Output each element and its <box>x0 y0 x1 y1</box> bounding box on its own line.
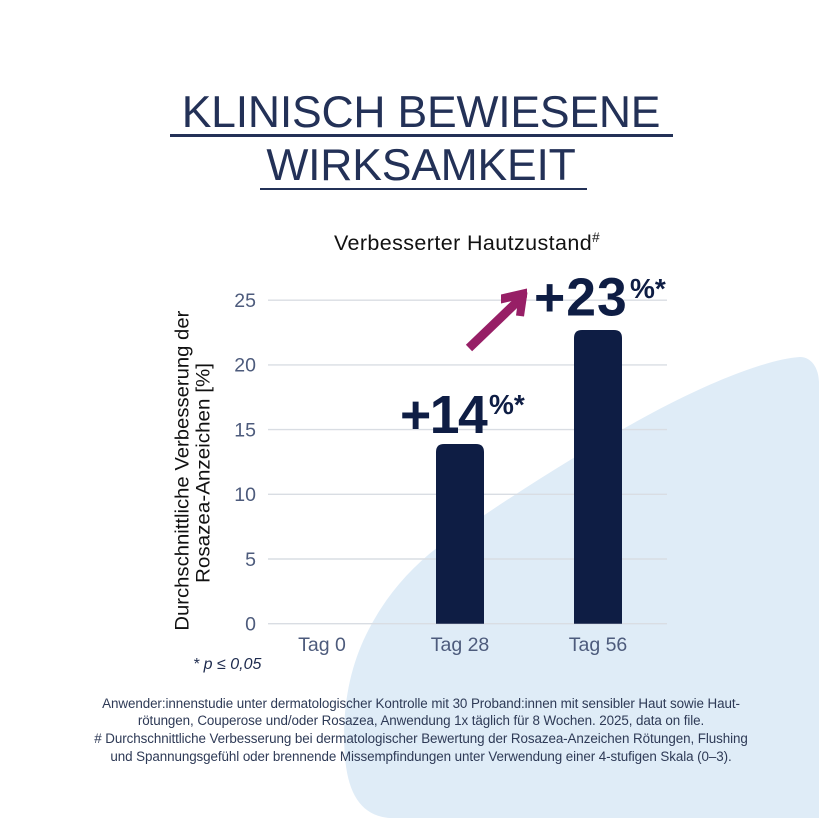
svg-text:Durchschnittliche Verbesserung: Durchschnittliche Verbesserung der Rosaz… <box>173 305 215 630</box>
svg-text:%*: %* <box>489 389 525 420</box>
svg-text:15: 15 <box>234 419 256 441</box>
svg-text:* p ≤ 0,05: * p ≤ 0,05 <box>193 656 261 673</box>
svg-text:5: 5 <box>245 549 256 571</box>
svg-text:0: 0 <box>245 614 256 636</box>
svg-text:+14: +14 <box>400 386 488 445</box>
svg-text:25: 25 <box>234 290 256 312</box>
svg-text:Verbesserter Hautzustand#: Verbesserter Hautzustand# <box>334 230 600 255</box>
svg-text:Tag 28: Tag 28 <box>431 634 490 656</box>
svg-text:+23: +23 <box>534 269 628 328</box>
svg-text:Tag 0: Tag 0 <box>298 634 346 656</box>
svg-text:%*: %* <box>630 273 666 304</box>
svg-text:Tag 56: Tag 56 <box>569 634 628 656</box>
svg-text:20: 20 <box>234 355 256 377</box>
svg-text:10: 10 <box>234 484 256 506</box>
